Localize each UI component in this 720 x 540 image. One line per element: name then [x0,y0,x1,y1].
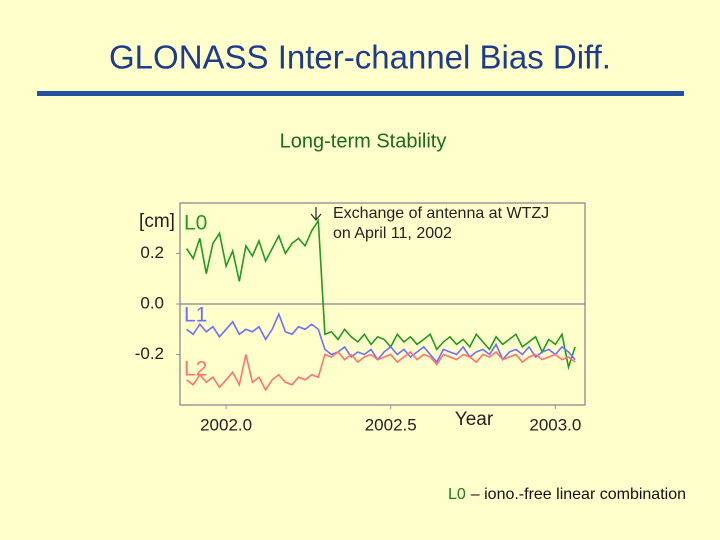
title-rule [37,91,684,96]
footnote: L0 – iono.-free linear combination [448,486,686,503]
footnote-text: – iono.-free linear combination [471,486,686,503]
x-tick-label: 2002.0 [200,415,252,434]
annotation: Exchange of antenna at WTZJ [333,205,549,222]
series-line [185,218,576,371]
x-tick-label: 2002.5 [365,415,417,434]
chart-title: Long-term Stability [280,130,447,152]
footnote-term: L0 [448,486,466,503]
series-label: L0 [184,212,207,235]
series-line [186,350,576,392]
annotation-arrow [310,207,322,222]
x-axis-label: Year [455,409,494,430]
y-tick-label: 0.0 [140,293,164,312]
series-label: L2 [184,358,207,381]
series-line [186,311,576,364]
y-tick-label: -0.2 [135,344,164,363]
x-tick-label: 2003.0 [529,415,581,434]
series-label: L1 [184,304,207,327]
annotation: on April 11, 2002 [333,225,452,242]
y-axis-label: [cm] [139,211,175,232]
slide-title: GLONASS Inter-channel Bias Diff. [109,39,611,76]
y-tick-label: 0.2 [140,243,164,262]
